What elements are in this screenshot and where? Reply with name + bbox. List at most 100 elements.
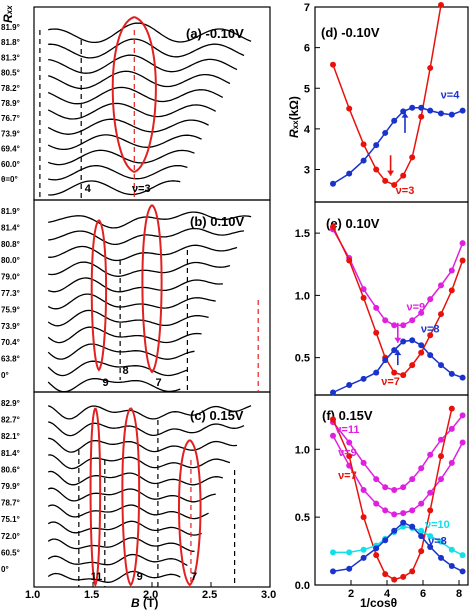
data-point: [346, 565, 353, 572]
nu-label: 7: [156, 377, 162, 389]
data-point: [391, 576, 398, 583]
angle-label: 79.9°: [1, 482, 20, 491]
angle-label: 79.0°: [1, 273, 20, 282]
data-point: [330, 180, 336, 187]
angle-label: 69.4°: [1, 145, 20, 154]
data-point: [391, 487, 398, 493]
data-point: [409, 104, 416, 111]
data-point: [360, 157, 367, 164]
data-point: [448, 405, 455, 412]
x-tick-label: 2.0: [143, 589, 158, 601]
data-point: [427, 352, 434, 359]
data-point: [373, 369, 380, 376]
trace-a: [47, 149, 195, 166]
angle-label: 75.9°: [1, 305, 20, 314]
angle-label: 70.4°: [1, 338, 20, 347]
data-point: [373, 545, 380, 552]
data-point: [346, 453, 353, 460]
trace-b: [47, 326, 202, 344]
data-point: [382, 571, 389, 578]
data-point: [409, 337, 416, 344]
data-point: [346, 257, 353, 264]
data-point: [448, 287, 455, 294]
data-point: [346, 170, 353, 177]
data-point: [427, 544, 434, 550]
loop-c-nu9: [121, 407, 141, 587]
data-point: [409, 317, 416, 324]
angle-label: 0°: [1, 565, 9, 574]
trace-a: [47, 118, 209, 135]
series-line: [332, 107, 463, 185]
data-point: [459, 568, 466, 575]
arrow-nu8-head: [394, 350, 402, 356]
angle-label: 82.7°: [1, 416, 20, 425]
x-tick-label: 3.0: [261, 589, 276, 601]
loop-c-nu7: [177, 439, 202, 587]
data-point: [418, 465, 425, 472]
trace-a: [47, 86, 224, 105]
data-point: [400, 338, 407, 345]
trace-c: [47, 520, 202, 536]
nu-labels-left: 4 ν=3 9 8 7 11 9 7: [85, 183, 197, 583]
dashed-guides: [39, 30, 259, 587]
data-point: [438, 538, 444, 545]
data-point: [360, 286, 367, 293]
trace-b: [47, 343, 195, 360]
angle-label: 80.6°: [1, 465, 20, 474]
trace-c: [47, 405, 252, 420]
data-point: [400, 172, 407, 179]
angle-label: 78.9°: [1, 99, 20, 108]
data-point: [400, 322, 407, 329]
left-xlabel: B (T): [131, 596, 158, 610]
data-point: [438, 476, 444, 483]
data-point: [400, 372, 407, 379]
data-point: [418, 349, 425, 356]
data-point: [459, 552, 466, 559]
data-point: [409, 154, 416, 161]
data-point: [418, 342, 425, 349]
nu-label: 7: [191, 571, 197, 583]
nu-label: 8: [123, 365, 129, 377]
data-point: [459, 107, 466, 114]
trace-a: [47, 134, 202, 151]
data-point: [360, 294, 367, 301]
left-column: (a) -0.10V (b) 0.10V (c) 0.15V Rxx 81.9°…: [1, 5, 276, 610]
panel-f-title: (f) 0.15V: [322, 408, 373, 423]
data-point: [409, 362, 416, 369]
data-point: [391, 511, 398, 518]
data-point: [373, 500, 380, 507]
trace-a: [48, 70, 231, 90]
x-tick-label: 1.0: [25, 589, 40, 601]
data-point: [459, 257, 466, 264]
trace-c: [48, 437, 238, 453]
series-annotation: ν=9: [406, 301, 425, 313]
y-tick-label: 0.5: [295, 353, 310, 365]
angle-label: 82.9°: [1, 399, 20, 408]
trace-b: [47, 377, 181, 393]
data-point: [409, 523, 416, 530]
y-tick-label: 3: [304, 165, 310, 177]
data-point: [438, 311, 444, 318]
loop-a-nu3: [111, 16, 157, 174]
data-point: [438, 436, 444, 443]
x-tick-label: 6: [420, 588, 426, 600]
data-point: [382, 129, 389, 136]
data-point: [382, 177, 389, 184]
data-point: [400, 573, 407, 580]
y-tick-label: 1.5: [295, 228, 310, 240]
trace-b: [48, 211, 252, 229]
trace-c: [47, 487, 216, 503]
data-point: [382, 484, 389, 491]
data-point: [418, 113, 425, 120]
angle-label: 73.9°: [1, 322, 20, 331]
data-point: [360, 546, 367, 553]
data-point: [391, 369, 398, 376]
angle-label: 73.9°: [1, 129, 20, 138]
data-point: [427, 533, 434, 540]
data-point: [409, 507, 416, 514]
nu-label: 9: [137, 571, 143, 583]
data-point: [418, 104, 425, 111]
series-annotation: ν=7: [338, 470, 357, 482]
data-point: [427, 64, 434, 71]
panel-a-title: (a) -0.10V: [186, 26, 244, 41]
